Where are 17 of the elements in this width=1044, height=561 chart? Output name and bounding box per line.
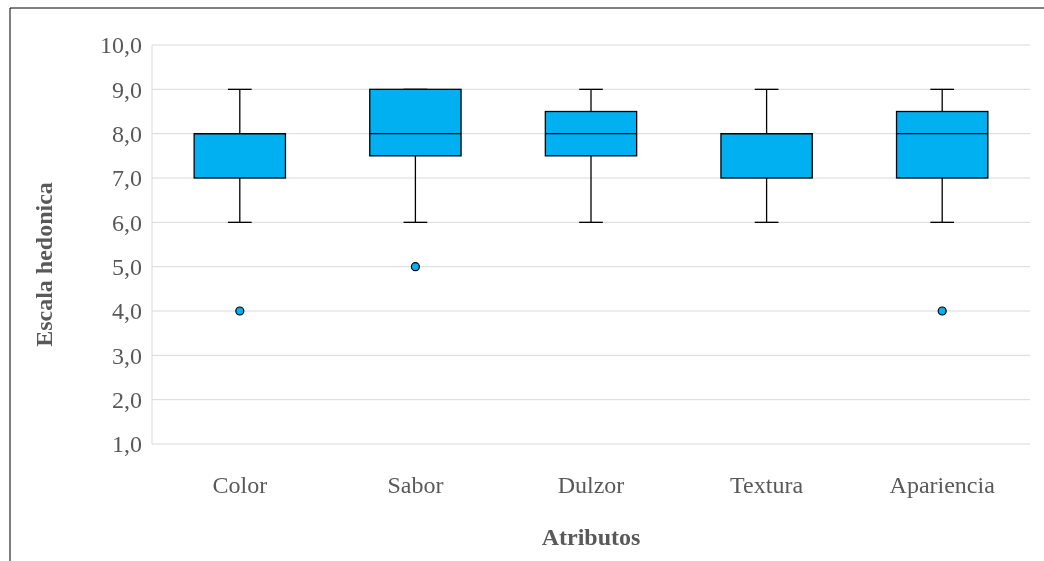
y-tick-label: 3,0 — [112, 342, 142, 369]
x-tick-label: Sabor — [387, 472, 444, 498]
x-tick-label: Textura — [730, 472, 804, 498]
y-tick-label: 9,0 — [112, 76, 142, 103]
y-tick-label: 2,0 — [112, 387, 142, 414]
x-tick-label: Color — [212, 472, 268, 498]
x-tick-label: Apariencia — [889, 472, 996, 498]
x-tick-label: Dulzor — [557, 472, 625, 498]
x-axis-title: Atributos — [541, 524, 641, 550]
y-tick-label: 8,0 — [112, 121, 142, 148]
y-tick-label: 4,0 — [112, 298, 142, 325]
y-axis-title: Escala hedonica — [31, 182, 57, 347]
y-tick-label: 5,0 — [112, 254, 142, 281]
y-tick-label: 6,0 — [112, 209, 142, 236]
y-tick-label: 7,0 — [112, 165, 142, 192]
y-tick-label: 10,0 — [100, 32, 142, 59]
y-tick-label: 1,0 — [112, 431, 142, 458]
